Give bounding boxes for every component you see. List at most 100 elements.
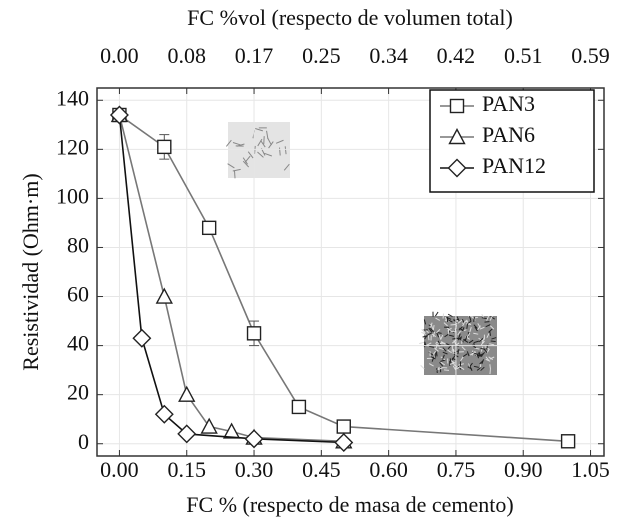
texture (464, 335, 468, 341)
texture (426, 342, 432, 346)
texture (463, 339, 469, 343)
texture (452, 319, 458, 324)
texture (264, 152, 273, 157)
plot-frame (96, 87, 605, 457)
texture (422, 329, 426, 335)
texture (440, 359, 446, 362)
texture (267, 137, 272, 146)
texture (473, 340, 480, 344)
texture (436, 332, 440, 338)
x2-tick-label: 0.51 (504, 43, 543, 68)
marker (449, 98, 465, 114)
texture (485, 324, 491, 328)
texture (457, 336, 463, 341)
texture (490, 340, 496, 343)
x-tick-label: 0.00 (100, 457, 139, 482)
texture (435, 317, 441, 321)
texture (467, 366, 473, 370)
texture (466, 332, 471, 338)
texture (419, 341, 425, 345)
x2-tick-label: 0.59 (571, 43, 610, 68)
texture (485, 358, 491, 362)
texture (457, 319, 463, 324)
texture (428, 363, 434, 367)
texture (458, 363, 464, 366)
x-tick-label: 1.05 (571, 457, 610, 482)
texture (225, 139, 232, 147)
texture (244, 155, 251, 163)
series-line (118, 114, 344, 444)
texture (477, 325, 481, 331)
marker (157, 139, 172, 155)
x-tick-label: 0.60 (369, 457, 408, 482)
y-tick-label: 60 (67, 282, 89, 307)
texture (458, 333, 461, 339)
texture (466, 323, 469, 329)
texture (456, 316, 460, 322)
texture (460, 356, 464, 362)
marker (291, 399, 307, 415)
texture (423, 342, 426, 348)
texture (283, 163, 290, 171)
texture (481, 338, 485, 344)
texture (468, 363, 471, 369)
texture (247, 151, 254, 159)
texture (452, 361, 456, 367)
texture (489, 343, 495, 346)
marker (334, 433, 354, 452)
legend-label: PAN3 (482, 91, 535, 116)
legend-label: PAN6 (482, 122, 535, 147)
texture (481, 359, 485, 365)
texture (440, 361, 446, 366)
texture (462, 353, 468, 358)
texture (476, 353, 480, 359)
texture (456, 365, 462, 370)
texture (469, 316, 472, 322)
marker (177, 424, 197, 444)
texture (478, 337, 484, 342)
texture (472, 351, 478, 355)
texture (488, 328, 493, 333)
marker (154, 404, 174, 424)
texture (232, 142, 241, 146)
x-tick-label: 0.30 (235, 457, 274, 482)
texture (461, 346, 466, 351)
x-tick-label: 0.75 (437, 457, 476, 482)
texture (479, 326, 485, 330)
texture (457, 330, 461, 336)
texture (427, 335, 430, 341)
texture (447, 313, 453, 318)
texture (431, 325, 434, 331)
texture (437, 367, 443, 371)
texture (275, 139, 284, 144)
texture (449, 362, 455, 365)
texture (428, 327, 433, 333)
texture (473, 324, 478, 329)
marker (178, 385, 196, 402)
marker (447, 158, 467, 178)
texture (233, 170, 236, 179)
texture (439, 362, 444, 367)
texture (461, 329, 467, 332)
texture (459, 366, 465, 371)
x-tick-label: 0.45 (302, 457, 341, 482)
texture (476, 367, 482, 371)
texture (268, 141, 274, 149)
texture (446, 327, 452, 332)
texture (491, 337, 497, 340)
texture (428, 345, 435, 348)
marker (448, 128, 466, 145)
texture (242, 160, 250, 168)
texture (457, 348, 460, 355)
texture (489, 364, 491, 370)
texture (481, 317, 487, 320)
texture (420, 365, 425, 370)
texture (279, 147, 281, 156)
texture (444, 333, 449, 338)
texture (489, 325, 495, 330)
texture (227, 163, 235, 169)
texture (437, 340, 441, 346)
y-tick-label: 120 (56, 134, 89, 159)
texture (260, 140, 266, 148)
texture (450, 323, 456, 326)
